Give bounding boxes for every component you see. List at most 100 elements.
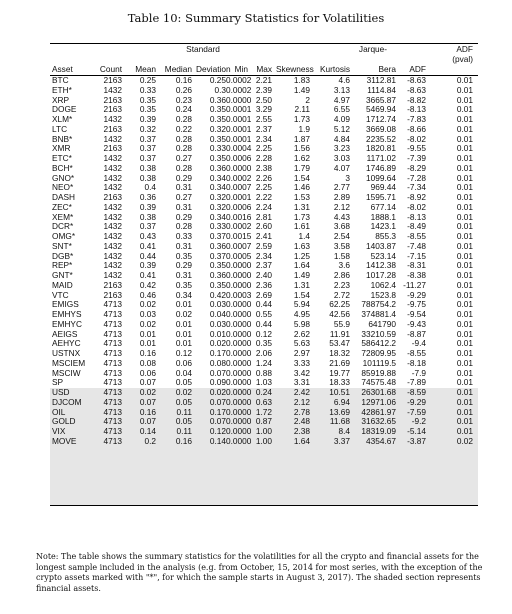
cell-bera: 3665.87: [366, 94, 396, 105]
cell-pval: 0.01: [456, 192, 473, 202]
cell-skewness: 1.73: [293, 114, 310, 124]
cell-mean: 0.07: [139, 416, 156, 427]
cell-max: 2.24: [255, 201, 272, 212]
cell-pval: 0.01: [456, 299, 473, 310]
cell-mean: 0.01: [139, 328, 156, 339]
cell-mean: 0.4: [144, 182, 156, 193]
cell-mean: 0.35: [139, 94, 156, 105]
cell-median: 0.35: [175, 250, 192, 261]
cell-asset: BTC: [52, 75, 69, 85]
cell-median: 0.16: [175, 435, 192, 446]
cell-asset: DASH: [52, 192, 76, 202]
cell-skewness: 5.63: [293, 338, 310, 349]
cell-adf: -7.34: [407, 182, 426, 193]
cell-adf: -7.39: [407, 153, 426, 163]
cell-bera: 969.44: [370, 182, 396, 193]
header-row-1: Standard Jarque- ADF: [50, 44, 478, 54]
cell-min: 0.0001: [226, 133, 252, 144]
cell-adf: -7.9: [411, 367, 426, 378]
cell-adf: -8.38: [407, 270, 426, 280]
cell-skewness: 3.42: [293, 367, 310, 378]
cell-bera: 1423.1: [370, 221, 396, 232]
cell-min: 0.0000: [226, 426, 252, 436]
table-row: GNT* 1432 0.41 0.31 0.36 0.0000 2.40 1.49 2.86 10…: [50, 270, 478, 281]
cell-min: 0.0001: [226, 123, 252, 134]
cell-deviation: 0.35: [209, 153, 226, 163]
cell-max: 2.36: [255, 279, 272, 290]
cell-mean: 0.43: [139, 231, 156, 241]
cell-median: 0.27: [175, 153, 192, 163]
cell-skewness: 2.12: [293, 396, 310, 407]
cell-median: 0.28: [175, 114, 192, 124]
cell-bera: 4354.67: [366, 435, 396, 446]
table-header: Standard Jarque- ADF (pval) Asset Count Me…: [50, 44, 478, 75]
cell-bera: 1062.4: [370, 279, 396, 290]
cell-median: 0.28: [175, 162, 192, 173]
cell-max: 1.24: [255, 357, 272, 368]
cell-count: 1432: [103, 270, 122, 280]
table-row: EMIGS 4713 0.02 0.01 0.03 0.0000 0.44 5.94 62.25…: [50, 299, 478, 310]
table-row: OMG* 1432 0.43 0.33 0.37 0.0015 2.41 1.4 2.54 855…: [50, 231, 478, 242]
cell-max: 0.87: [255, 416, 272, 427]
cell-max: 2.81: [255, 211, 272, 222]
cell-mean: 0.39: [139, 114, 156, 124]
cell-max: 2.22: [255, 192, 272, 202]
cell-skewness: 2.62: [293, 328, 310, 339]
cell-mean: 0.33: [139, 84, 156, 95]
table-row: BCH* 1432 0.38 0.28 0.36 0.0000 2.38 1.79 4.07 17…: [50, 162, 478, 174]
table-row: MOVE 4713 0.2 0.16 0.14 0.0000 1.00 1.64 3.37 435…: [50, 435, 478, 447]
cell-min: 0.0000: [226, 318, 252, 329]
cell-count: 4713: [103, 426, 122, 436]
cell-deviation: 0.09: [209, 377, 226, 388]
cell-kurtosis: 5.12: [333, 123, 350, 134]
cell-mean: 0.07: [139, 377, 156, 388]
cell-median: 0.01: [175, 299, 192, 310]
cell-skewness: 1.9: [298, 123, 310, 134]
cell-median: 0.05: [175, 396, 192, 407]
cell-deviation: 0.42: [209, 289, 226, 300]
cell-bera: 788754.2: [361, 299, 396, 310]
cell-deviation: 0.04: [209, 309, 226, 319]
cell-bera: 523.14: [370, 250, 396, 261]
cell-min: 0.0000: [226, 299, 252, 310]
cell-deviation: 0.14: [209, 435, 226, 446]
cell-count: 1432: [103, 221, 122, 232]
cell-mean: 0.39: [139, 201, 156, 212]
cell-kurtosis: 3.23: [333, 143, 350, 154]
cell-kurtosis: 1.58: [333, 250, 350, 261]
cell-asset: ZEC*: [52, 201, 72, 212]
cell-deviation: 0.03: [209, 299, 226, 310]
cell-kurtosis: 42.56: [329, 309, 350, 319]
cell-pval: 0.01: [456, 426, 473, 436]
cell-deviation: 0.34: [209, 172, 226, 183]
cell-adf: -8.18: [407, 357, 426, 368]
cell-skewness: 5.98: [293, 318, 310, 329]
cell-min: 0.0015: [226, 231, 252, 241]
cell-bera: 1523.8: [370, 289, 396, 300]
cell-kurtosis: 53.47: [329, 338, 350, 349]
table-caption: Table 10: Summary Statistics for Volatil…: [127, 11, 385, 25]
cell-count: 2163: [103, 289, 122, 300]
cell-count: 2163: [103, 279, 122, 290]
cell-skewness: 1.64: [293, 435, 310, 446]
cell-kurtosis: 2.23: [333, 279, 350, 290]
cell-kurtosis: 3.58: [333, 240, 350, 251]
cell-max: 2.41: [255, 231, 272, 241]
cell-count: 1432: [103, 114, 122, 124]
cell-skewness: 1.73: [293, 211, 310, 222]
cell-max: 2.55: [255, 114, 272, 124]
cell-max: 2.21: [255, 75, 272, 85]
cell-pval: 0.01: [456, 84, 473, 95]
cell-mean: 0.16: [139, 348, 156, 358]
cell-asset: SP: [52, 377, 64, 388]
cell-asset: MSCIW: [52, 367, 81, 378]
cell-skewness: 3.31: [293, 377, 310, 388]
cell-mean: 0.37: [139, 143, 156, 154]
cell-skewness: 2.11: [294, 104, 310, 115]
cell-kurtosis: 18.33: [329, 377, 350, 388]
cell-median: 0.31: [175, 201, 192, 212]
table-row: OIL 4713 0.16 0.11 0.17 0.0000 1.72 2.78 13.69 42…: [50, 407, 478, 418]
cell-asset: MOVE: [52, 435, 77, 446]
table-row: BTC 2163 0.25 0.16 0.25 0.0002 2.21 1.83 4.6 3112…: [50, 75, 478, 86]
cell-median: 0.02: [175, 309, 192, 319]
